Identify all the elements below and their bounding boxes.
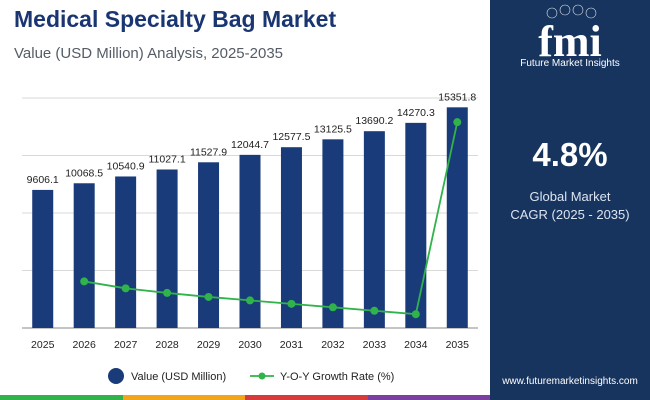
growth-rate-point bbox=[328, 303, 337, 312]
x-tick-label: 2029 bbox=[197, 339, 221, 351]
growth-rate-point bbox=[453, 118, 462, 127]
bar bbox=[239, 154, 261, 328]
bar bbox=[198, 162, 220, 328]
bottom-bar-segment bbox=[122, 395, 245, 400]
bar bbox=[32, 189, 54, 328]
x-tick-label: 2026 bbox=[73, 339, 97, 351]
bar-value-label: 10540.9 bbox=[107, 160, 145, 172]
logo-wordmark: fmi bbox=[538, 17, 602, 66]
bar bbox=[363, 131, 385, 328]
bar bbox=[405, 122, 427, 328]
bar bbox=[322, 139, 344, 328]
bottom-color-bar bbox=[0, 395, 490, 400]
bottom-bar-segment bbox=[0, 395, 123, 400]
growth-rate-point bbox=[287, 299, 296, 308]
x-tick-label: 2028 bbox=[155, 339, 179, 351]
bar-value-label: 12044.7 bbox=[231, 139, 269, 151]
bar bbox=[446, 107, 468, 329]
growth-rate-point bbox=[163, 288, 172, 297]
bar-value-label: 11527.9 bbox=[190, 146, 227, 158]
growth-rate-point bbox=[246, 296, 254, 305]
legend-bar-label: Value (USD Million) bbox=[131, 371, 226, 383]
bar-value-label: 13690.2 bbox=[355, 115, 393, 127]
legend-bar-marker bbox=[108, 368, 124, 384]
fmi-logo: fmi bbox=[538, 4, 602, 66]
x-tick-label: 2035 bbox=[446, 339, 470, 351]
chart-area: 9606.1 2025 10068.5 2026 10540.9 2027 11027.1 2… bbox=[22, 91, 478, 384]
cagr-label-line2: CAGR (2025 - 2035) bbox=[510, 207, 630, 222]
website-link[interactable]: www.futuremarketinsights.com bbox=[502, 376, 638, 387]
legend-line-dot bbox=[258, 372, 266, 380]
x-tick-label: 2033 bbox=[363, 339, 387, 351]
growth-rate-point bbox=[80, 277, 89, 286]
growth-rate-point bbox=[411, 310, 420, 319]
bar-value-label: 11027.1 bbox=[148, 153, 185, 165]
bar-value-label: 13125.5 bbox=[314, 123, 352, 135]
bar bbox=[280, 147, 302, 328]
cagr-label-line1: Global Market bbox=[529, 189, 611, 204]
x-tick-label: 2025 bbox=[31, 339, 55, 351]
legend-line-label: Y-O-Y Growth Rate (%) bbox=[280, 371, 394, 383]
bottom-bar-segment bbox=[367, 395, 490, 400]
x-tick-label: 2034 bbox=[404, 339, 428, 351]
bottom-bar-segment bbox=[245, 395, 368, 400]
growth-rate-point bbox=[370, 306, 379, 315]
cagr-label: Global Market CAGR (2025 - 2035) bbox=[490, 188, 650, 224]
bar bbox=[73, 183, 95, 328]
bar bbox=[156, 169, 178, 328]
bar-value-label: 12577.5 bbox=[272, 131, 310, 143]
chart-subtitle: Value (USD Million) Analysis, 2025-2035 bbox=[14, 45, 284, 62]
side-panel: fmi Future Market Insights 4.8% Global M… bbox=[490, 0, 650, 400]
x-tick-label: 2032 bbox=[321, 339, 345, 351]
x-tick-label: 2030 bbox=[238, 339, 262, 351]
bar-value-label: 10068.5 bbox=[65, 167, 103, 179]
cagr-value: 4.8% bbox=[532, 136, 608, 173]
growth-rate-point bbox=[204, 292, 213, 301]
x-tick-label: 2027 bbox=[114, 339, 138, 351]
bar-value-label: 9606.1 bbox=[27, 174, 59, 186]
logo-tagline: Future Market Insights bbox=[520, 58, 620, 69]
bar bbox=[115, 176, 137, 328]
bar-value-label: 15351.8 bbox=[438, 91, 476, 103]
growth-rate-point bbox=[121, 284, 130, 293]
bar-value-label: 14270.3 bbox=[397, 107, 435, 119]
chart-title: Medical Specialty Bag Market bbox=[14, 6, 337, 32]
x-tick-label: 2031 bbox=[280, 339, 304, 351]
growth-rate-line bbox=[84, 121, 459, 316]
